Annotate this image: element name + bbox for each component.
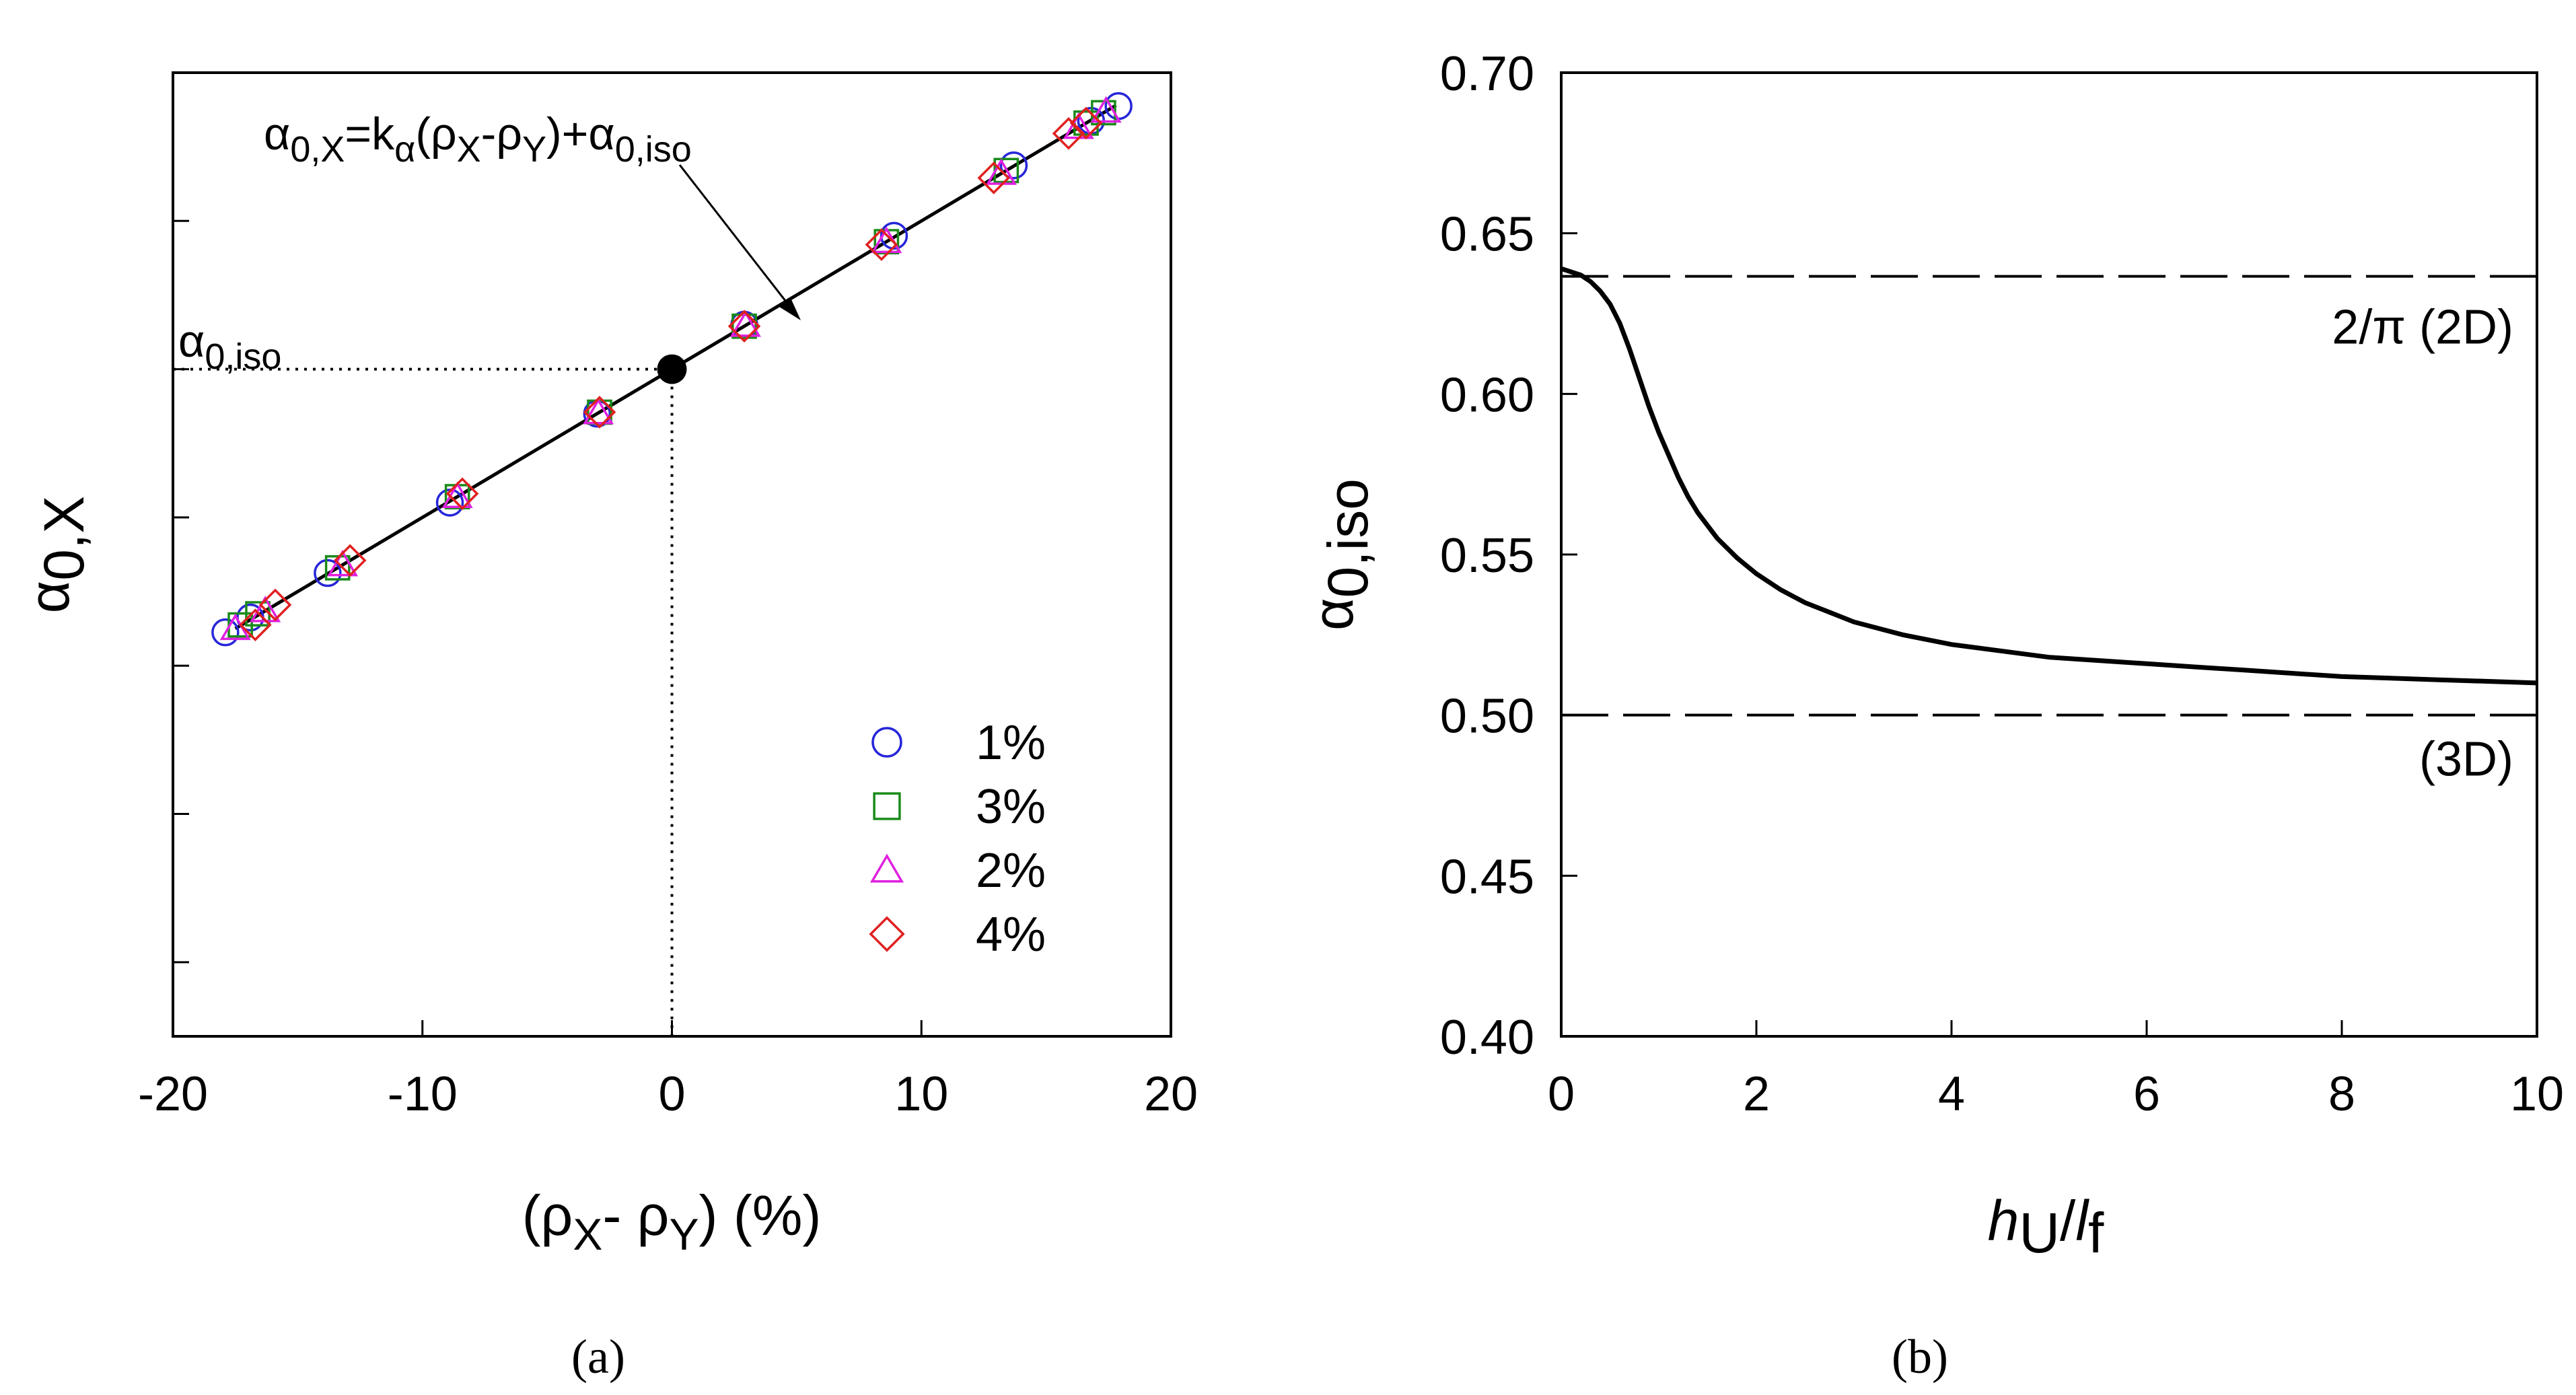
fit-eq-rho: (ρ	[415, 108, 456, 159]
fit-eq-sub-0iso: 0,iso	[615, 129, 692, 170]
panel-b-x-tick-label: 2	[1743, 1067, 1770, 1121]
data-point-circle	[999, 151, 1028, 180]
panel-a-data-points	[211, 92, 1133, 647]
panel-b-y-tick-label: 0.40	[1440, 1011, 1534, 1065]
iso-label-alpha: α	[178, 316, 205, 367]
panel-b-ylabel-alpha: α	[1301, 598, 1365, 631]
legend-marker-diamond	[869, 916, 905, 952]
panel-b-x-tick-label: 8	[2328, 1067, 2355, 1121]
reference-line-label: 2/π (2D)	[2332, 301, 2513, 355]
panel-b: 0 2 4 6 8 10 0.40 0.45 0.50 0.55 0.60 0.65 0.70 2/π …	[1301, 47, 2564, 1384]
panel-b-y-tick-label: 0.60	[1440, 368, 1534, 422]
data-point-diamond	[445, 477, 479, 510]
fit-equation-arrowhead	[779, 298, 801, 320]
data-point-diamond	[1069, 106, 1103, 140]
legend-label: 4%	[976, 908, 1046, 962]
panel-a-x-tick-label: 0	[658, 1067, 685, 1121]
panel-a-xlabel: (ρX- ρY) (%)	[522, 1184, 822, 1259]
panel-b-x-tick-label: 0	[1548, 1067, 1575, 1121]
panel-b-reference-lines: 2/π (2D) (3D)	[1561, 275, 2537, 787]
fit-eq-sub-y: Y	[522, 129, 546, 170]
data-point-diamond	[727, 310, 761, 343]
data-point-circle	[314, 559, 342, 587]
panel-b-xlabel-h: h	[1988, 1189, 2019, 1252]
panel-b-y-tick-label: 0.65	[1440, 208, 1534, 262]
panel-b-y-tick-label: 0.50	[1440, 690, 1534, 744]
panel-b-xlabel-sub-f: f	[2088, 1201, 2104, 1264]
panel-a-x-tick-label: 20	[1144, 1067, 1198, 1121]
panel-a-ylabel-sub: 0,X	[32, 496, 96, 581]
panel-a-tick-labels: -20 -10 0 10 20	[138, 1067, 1198, 1121]
fit-equation: α0,X=kα(ρX-ρY)+α0,iso	[264, 108, 692, 170]
reference-line-label: (3D)	[2419, 733, 2513, 787]
data-point-triangle	[1090, 96, 1122, 123]
iso-label: α0,iso	[178, 316, 281, 377]
panel-a-ylabel: α0,X	[17, 496, 96, 614]
fit-eq-k: =k	[345, 108, 395, 159]
panel-a-iso-guides	[173, 367, 674, 1036]
panel-b-tick-labels: 0 2 4 6 8 10 0.40 0.45 0.50 0.55 0.60 0.65 0.70	[1440, 47, 2564, 1121]
panel-b-xlabel-l: l	[2075, 1189, 2089, 1252]
data-point-triangle	[729, 310, 761, 337]
legend-label: 2%	[976, 844, 1046, 898]
panel-a-caption: (a)	[571, 1330, 625, 1384]
panel-a-x-tick-label: -20	[138, 1067, 208, 1121]
legend-label: 3%	[976, 780, 1046, 834]
legend-label: 1%	[976, 716, 1046, 770]
legend-marker-square	[873, 792, 901, 820]
panel-b-x-tick-label: 10	[2510, 1067, 2564, 1121]
panel-b-caption: (b)	[1892, 1330, 1948, 1384]
data-point-diamond	[258, 588, 292, 622]
data-point-circle	[211, 618, 240, 647]
panel-a-legend: 1% 3% 2% 4%	[869, 716, 1046, 962]
panel-b-ylabel: α0,iso	[1301, 478, 1380, 631]
panel-b-y-tick-label: 0.45	[1440, 850, 1534, 904]
panel-b-xlabel: hU/lf	[1988, 1189, 2104, 1264]
data-point-triangle	[327, 549, 359, 577]
panel-a: -20 -10 0 10 20 1%3%2%4% α0,X=kα(ρX-ρY)+α0,i…	[17, 71, 1198, 1384]
panel-b-y-tick-label: 0.55	[1440, 529, 1534, 583]
panel-b-xlabel-sub-u: U	[2019, 1201, 2060, 1264]
panel-a-x-tick-label: -10	[388, 1067, 458, 1121]
legend-marker-triangle	[869, 853, 904, 883]
panel-a-x-tick-label: 10	[894, 1067, 948, 1121]
panel-b-tick-marks	[1560, 71, 2538, 1038]
legend-marker-circle	[871, 727, 902, 758]
data-point-triangle	[583, 398, 614, 425]
panel-a-xlabel-sub-x: X	[573, 1209, 602, 1259]
panel-b-x-tick-label: 4	[1938, 1067, 1965, 1121]
panel-b-plot-frame	[1560, 71, 2538, 1038]
alpha-iso-curve	[1560, 266, 2538, 686]
panel-a-ylabel-alpha: α	[17, 581, 81, 614]
fit-eq-sub-x: X	[457, 129, 481, 170]
panel-a-xlabel-unit: ) (%)	[699, 1184, 821, 1247]
fit-eq-minus-rho: -ρ	[481, 108, 522, 159]
iso-label-sub: 0,iso	[205, 336, 281, 377]
fit-eq-alpha: α	[264, 108, 290, 159]
fit-eq-plus-alpha: )+α	[546, 108, 615, 159]
data-point-diamond	[583, 396, 616, 429]
panel-a-xlabel-minus: - ρ	[602, 1184, 669, 1247]
data-point-diamond	[977, 162, 1011, 194]
data-point-diamond	[239, 608, 272, 641]
panel-b-xlabel-slash: /	[2060, 1189, 2076, 1252]
data-point-square	[324, 555, 351, 581]
panel-b-y-tick-label: 0.70	[1440, 47, 1534, 101]
panel-a-tick-marks	[172, 219, 1172, 1036]
fit-eq-sub-alpha: α	[394, 129, 415, 170]
panel-b-x-tick-label: 6	[2133, 1067, 2160, 1121]
panel-b-ylabel-sub: 0,iso	[1316, 478, 1380, 598]
iso-point	[657, 354, 687, 384]
panel-a-xlabel-sub-y: Y	[669, 1209, 699, 1259]
data-point-diamond	[865, 228, 898, 261]
fit-equation-arrow-line	[678, 164, 799, 317]
fit-eq-sub-0x: 0,X	[290, 129, 345, 170]
data-point-diamond	[333, 544, 367, 577]
panel-a-xlabel-rho: (ρ	[522, 1184, 573, 1247]
